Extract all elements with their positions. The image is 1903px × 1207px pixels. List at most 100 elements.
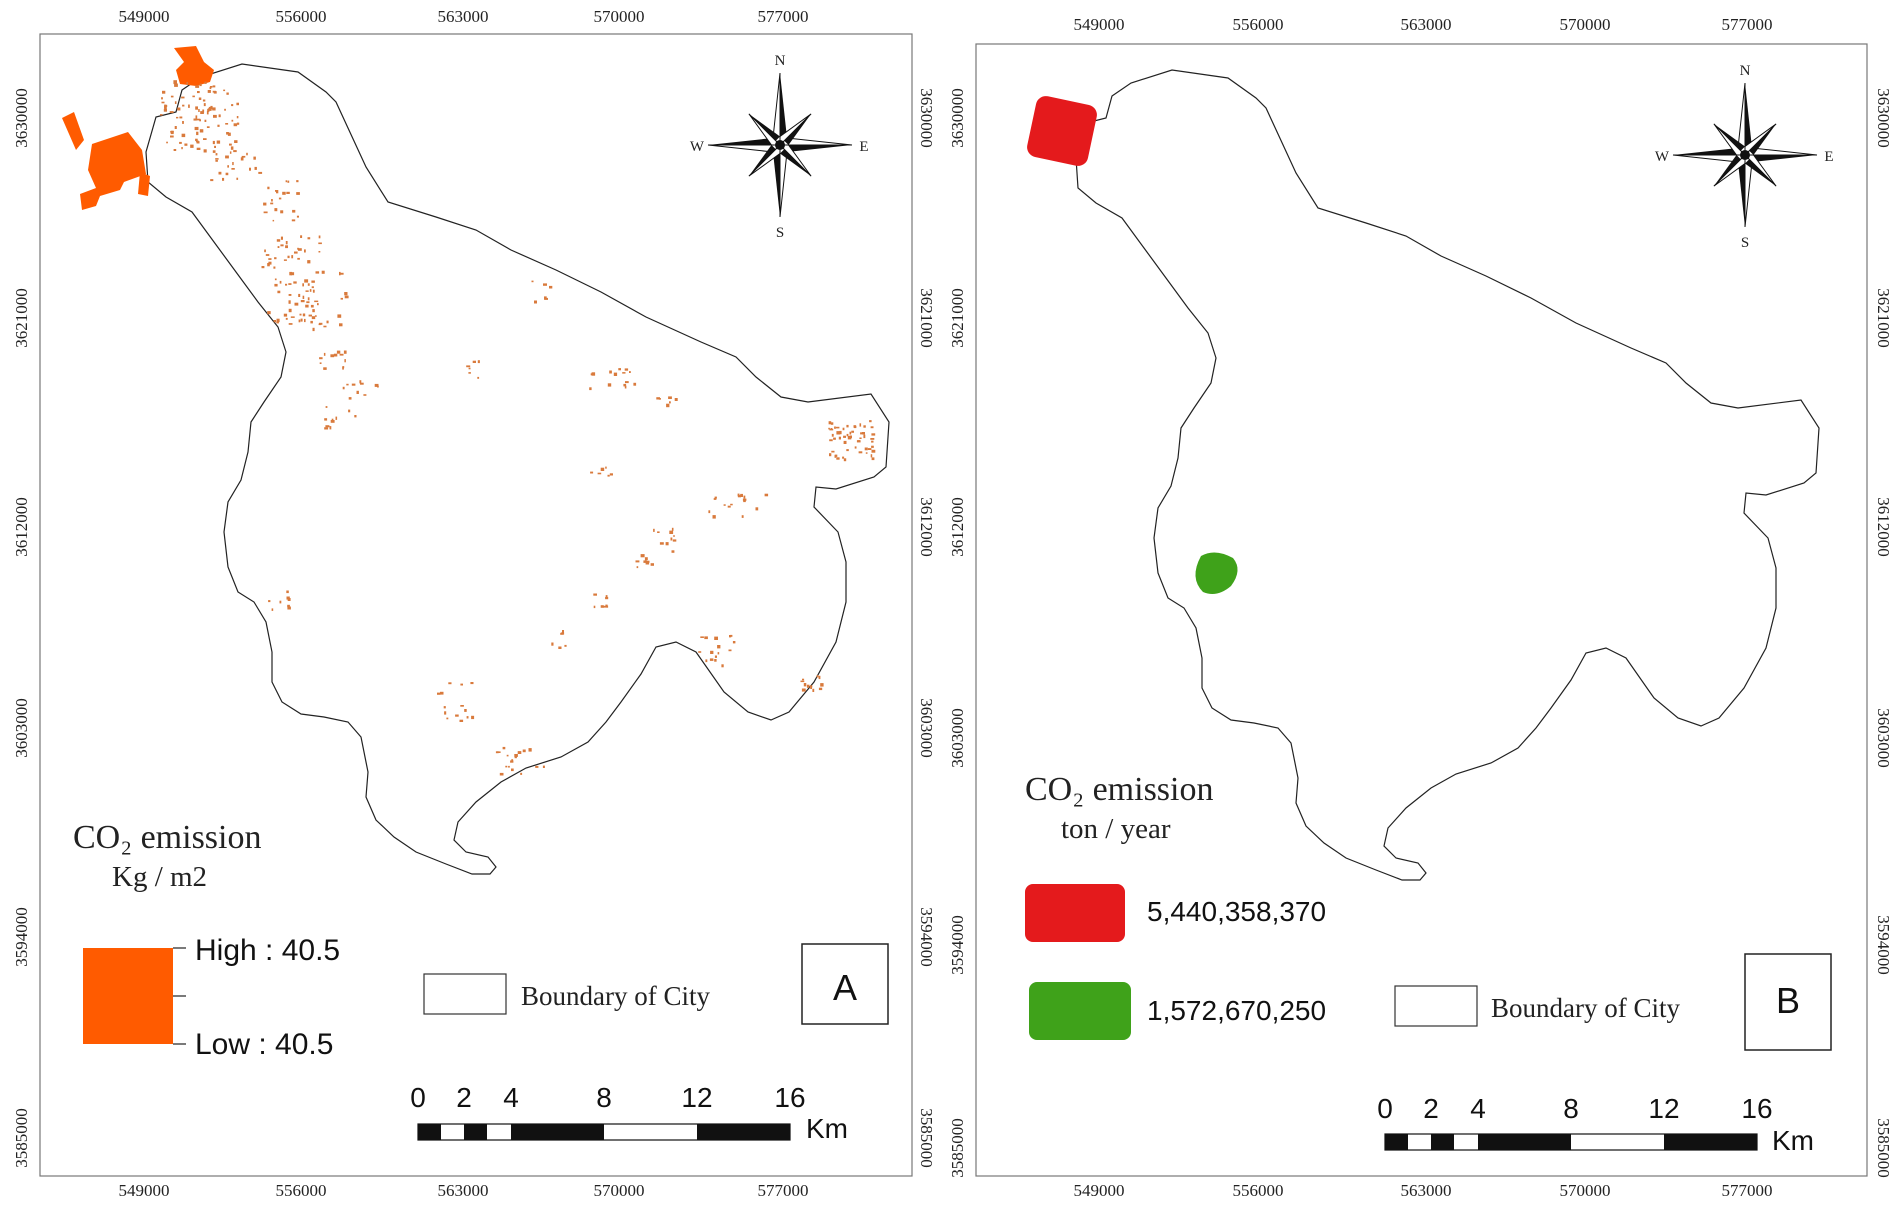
emission-dot: [344, 292, 348, 296]
emission-dot: [318, 235, 321, 239]
emission-dot: [298, 293, 301, 297]
emission-dot: [184, 143, 188, 146]
emission-dot: [801, 688, 806, 692]
emission-dot: [499, 772, 504, 776]
compass-e-label: E: [859, 139, 868, 155]
compass-s-label: S: [776, 225, 784, 241]
emission-dot: [624, 368, 629, 371]
emission-dot: [333, 353, 338, 357]
emission-dot: [318, 242, 322, 245]
emission-dot: [741, 515, 744, 518]
emission-dot: [302, 295, 305, 299]
emission-dot: [605, 595, 608, 599]
emission-dot: [849, 435, 852, 439]
emission-dot: [311, 286, 314, 289]
emission-dot: [162, 90, 166, 94]
emission-dot: [212, 85, 216, 88]
emission-dot: [343, 350, 347, 354]
emission-dot: [342, 367, 344, 370]
emission-dot: [348, 397, 352, 400]
emission-dot: [728, 649, 732, 652]
emission-dot: [636, 566, 639, 569]
emission-dot: [727, 505, 731, 508]
emission-dot: [305, 290, 309, 292]
emission-dot: [276, 190, 279, 194]
emission-dot: [240, 157, 244, 161]
emission-dot: [268, 261, 272, 265]
emission-dot: [279, 600, 282, 604]
emission-dot: [800, 680, 805, 683]
emission-dot: [605, 466, 607, 469]
emission-dot: [249, 167, 251, 171]
emission-dot: [204, 119, 207, 122]
emission-dot: [828, 421, 832, 425]
emission-dot: [292, 209, 296, 213]
legend-swatch-green: [1029, 982, 1131, 1040]
emission-dot: [862, 432, 865, 435]
emission-dot: [314, 300, 319, 303]
emission-dot: [196, 131, 199, 136]
y-tick-left-1: 3630000: [951, 88, 967, 148]
emission-dot: [170, 135, 174, 138]
map-a-canvas: 549000 556000 563000 570000 577000 54900…: [12, 7, 936, 1200]
emission-dot: [212, 107, 216, 111]
emission-dot: [708, 510, 711, 514]
emission-dot: [629, 371, 631, 373]
emission-dot: [287, 604, 290, 608]
emission-dot: [283, 259, 287, 261]
emission-dot: [836, 426, 840, 429]
emission-dot: [271, 199, 273, 202]
emission-dot: [818, 675, 821, 680]
emission-dot: [495, 751, 499, 754]
emission-dot: [843, 435, 846, 438]
emission-dot: [170, 130, 174, 135]
emission-dot: [330, 420, 335, 423]
emission-dot: [802, 678, 805, 681]
emission-dot: [336, 350, 341, 354]
emission-dot: [468, 367, 471, 370]
legend-high: High : 40.5: [195, 934, 340, 967]
emission-dot: [160, 114, 163, 116]
emission-dot: [288, 323, 293, 325]
emission-dot: [199, 83, 202, 87]
compass-e-label: E: [1824, 149, 1833, 165]
y-tick-right-4: 3603000: [917, 698, 936, 758]
emission-dot: [325, 406, 328, 408]
emission-dot: [710, 650, 714, 654]
panel-letter-box: [801, 943, 889, 1025]
emission-dot: [209, 86, 213, 88]
emission-dot: [607, 383, 612, 387]
emission-dot: [297, 247, 299, 250]
emission-dot: [531, 280, 534, 283]
emission-dot: [176, 116, 179, 119]
emission-dot: [698, 651, 702, 653]
emission-dot: [729, 635, 732, 638]
emission-dot: [282, 191, 286, 195]
emission-dot: [669, 401, 671, 404]
emission-dot: [218, 171, 222, 175]
panel-letter-box: [1744, 953, 1832, 1051]
legend-low: Low : 40.5: [195, 1028, 333, 1061]
emission-dot: [657, 531, 660, 533]
emission-dot: [330, 354, 335, 358]
emission-dot: [339, 271, 341, 276]
emission-dot: [233, 123, 238, 127]
emission-dot: [318, 251, 321, 253]
emission-dot: [222, 177, 225, 181]
emission-patch-west-2: [80, 132, 146, 210]
emission-dot: [871, 433, 876, 436]
emission-dot: [263, 202, 267, 206]
emission-dot: [669, 530, 674, 534]
emission-dot: [206, 126, 210, 128]
emission-dot: [307, 283, 310, 286]
x-tick-top-1: 549000: [1074, 15, 1125, 34]
emission-dot: [764, 493, 769, 497]
emission-dot: [207, 90, 211, 93]
emission-dot: [287, 180, 290, 183]
emission-dot: [164, 104, 167, 109]
emission-dot: [859, 423, 862, 427]
emission-dot: [307, 237, 311, 240]
emission-dot: [870, 426, 874, 429]
emission-dot: [863, 425, 866, 428]
emission-dot: [674, 398, 678, 401]
